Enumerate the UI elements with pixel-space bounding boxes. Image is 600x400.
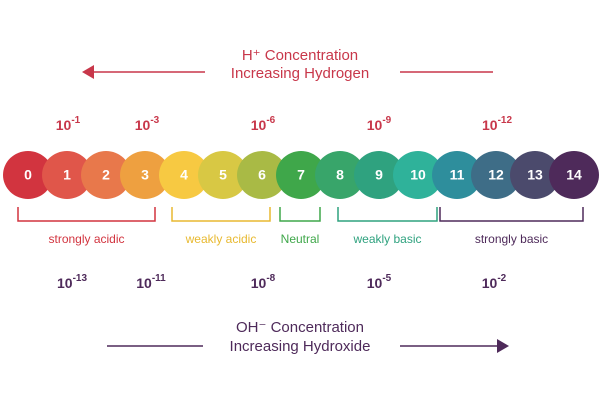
ph-number: 11 — [450, 167, 465, 183]
group-bracket — [171, 207, 271, 222]
ph-blob — [432, 151, 482, 199]
ph-blob — [393, 151, 443, 199]
exponent-label: 10-11 — [136, 273, 166, 291]
ph-blob — [549, 151, 599, 199]
group-bracket — [279, 207, 321, 222]
ph-number: 5 — [219, 167, 227, 183]
ph-blob — [198, 151, 248, 199]
exponent-power: -13 — [73, 273, 88, 284]
ph-blob — [354, 151, 404, 199]
ph-number: 12 — [488, 167, 504, 183]
ph-number: 6 — [258, 167, 266, 183]
arrow-head — [82, 65, 94, 79]
ph-number: 9 — [375, 167, 383, 183]
exponent-power: -11 — [152, 273, 166, 284]
ph-number: 2 — [102, 167, 110, 183]
group-bracket — [17, 207, 156, 222]
ph-number: 8 — [336, 167, 344, 183]
ph-number: 13 — [527, 167, 543, 183]
ph-blob — [81, 151, 131, 199]
ph-blob — [471, 151, 521, 199]
ph-number: 4 — [180, 167, 188, 183]
ph-blob — [120, 151, 170, 199]
exponent-label: 10-5 — [367, 273, 392, 291]
exponent-label: 10-1 — [56, 115, 81, 133]
group-bracket — [439, 207, 584, 222]
exponent-label: 10-3 — [135, 115, 160, 133]
ph-blob — [3, 151, 53, 199]
ph-blob — [42, 151, 92, 199]
group-label: strongly basic — [475, 232, 548, 246]
exponent-label: 10-2 — [482, 273, 507, 291]
exponent-power: -9 — [382, 115, 391, 126]
ph-number: 14 — [566, 167, 582, 183]
exponent-base: 10 — [56, 117, 72, 133]
exponent-base: 10 — [136, 275, 152, 291]
ph-blob — [510, 151, 560, 199]
exponent-power: -8 — [266, 273, 275, 284]
exponent-base: 10 — [251, 275, 267, 291]
ph-number: 0 — [24, 167, 32, 183]
concentration-title: OH⁻ Concentration — [236, 319, 364, 336]
concentration-subtitle: Increasing Hydrogen — [231, 65, 369, 82]
group-bracket — [337, 207, 438, 222]
ph-number: 7 — [297, 167, 305, 183]
concentration-subtitle: Increasing Hydroxide — [230, 338, 371, 355]
exponent-label: 10-13 — [57, 273, 87, 291]
group-label: weakly basic — [352, 232, 421, 246]
exponent-base: 10 — [135, 117, 151, 133]
exponent-power: -12 — [498, 115, 513, 126]
exponent-power: -1 — [71, 115, 80, 126]
exponent-label: 10-12 — [482, 115, 512, 133]
exponent-base: 10 — [367, 117, 383, 133]
group-label: weakly acidic — [185, 232, 257, 246]
exponent-power: -5 — [382, 273, 391, 284]
ph-blob — [237, 151, 287, 199]
arrow-head — [497, 339, 509, 353]
exponent-power: -6 — [266, 115, 275, 126]
exponent-base: 10 — [482, 275, 498, 291]
ph-blob — [315, 151, 365, 199]
exponent-label: 10-6 — [251, 115, 276, 133]
ph-number: 3 — [141, 167, 149, 183]
exponent-power: -2 — [497, 273, 506, 284]
ph-number: 10 — [410, 167, 426, 183]
exponent-base: 10 — [367, 275, 383, 291]
exponent-base: 10 — [57, 275, 73, 291]
exponent-power: -3 — [150, 115, 159, 126]
group-label: Neutral — [281, 232, 320, 246]
concentration-title: H⁺ Concentration — [242, 47, 358, 64]
exponent-label: 10-9 — [367, 115, 392, 133]
exponent-base: 10 — [251, 117, 267, 133]
ph-blob — [276, 151, 326, 199]
ph-number: 1 — [63, 167, 71, 183]
exponent-label: 10-8 — [251, 273, 276, 291]
exponent-base: 10 — [482, 117, 498, 133]
ph-blob — [159, 151, 209, 199]
group-label: strongly acidic — [48, 232, 124, 246]
